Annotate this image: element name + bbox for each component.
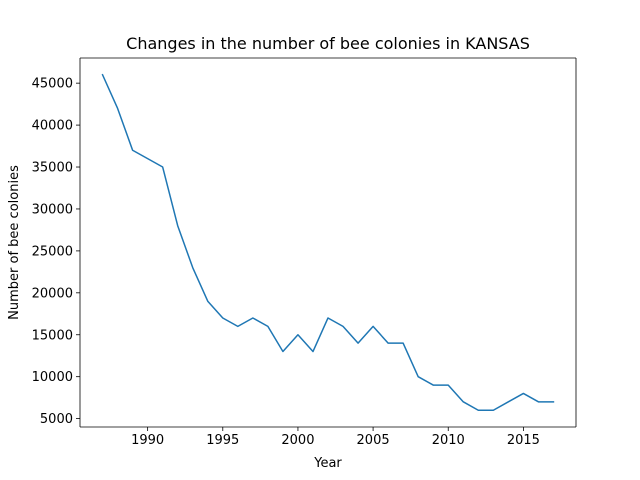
axes-spines: [79, 57, 577, 428]
y-tick-label: 25000: [32, 244, 73, 259]
x-tick-label: 2010: [432, 433, 465, 448]
y-tick-label: 30000: [32, 202, 73, 217]
y-tick-label: 15000: [32, 328, 73, 343]
x-tick-label: 2015: [507, 433, 540, 448]
y-tick-label: 45000: [32, 77, 73, 92]
chart-title: Changes in the number of bee colonies in…: [126, 34, 530, 53]
x-tick-label: 1990: [131, 433, 164, 448]
y-axis-label: Number of bee colonies: [7, 165, 22, 320]
x-tick-label: 2000: [281, 433, 314, 448]
series-line-layer: [101, 73, 555, 411]
y-tick-label: 5000: [40, 412, 73, 427]
y-tick-label: 10000: [32, 370, 73, 385]
plot-area: [80, 58, 576, 427]
y-tick-label: 35000: [32, 161, 73, 176]
series-line: [101, 73, 555, 411]
y-tick-label: 40000: [32, 119, 73, 134]
x-tick-label: 1995: [206, 433, 239, 448]
y-axis-ticks: 5000 10000 15000 20000 25000 30000 35000 40000 4…: [32, 77, 80, 427]
x-axis-label: Year: [313, 456, 342, 471]
y-tick-label: 20000: [32, 286, 73, 301]
x-tick-label: 2005: [357, 433, 390, 448]
x-axis-ticks: 1990 1995 2000 2005 2010 2015: [131, 427, 540, 448]
